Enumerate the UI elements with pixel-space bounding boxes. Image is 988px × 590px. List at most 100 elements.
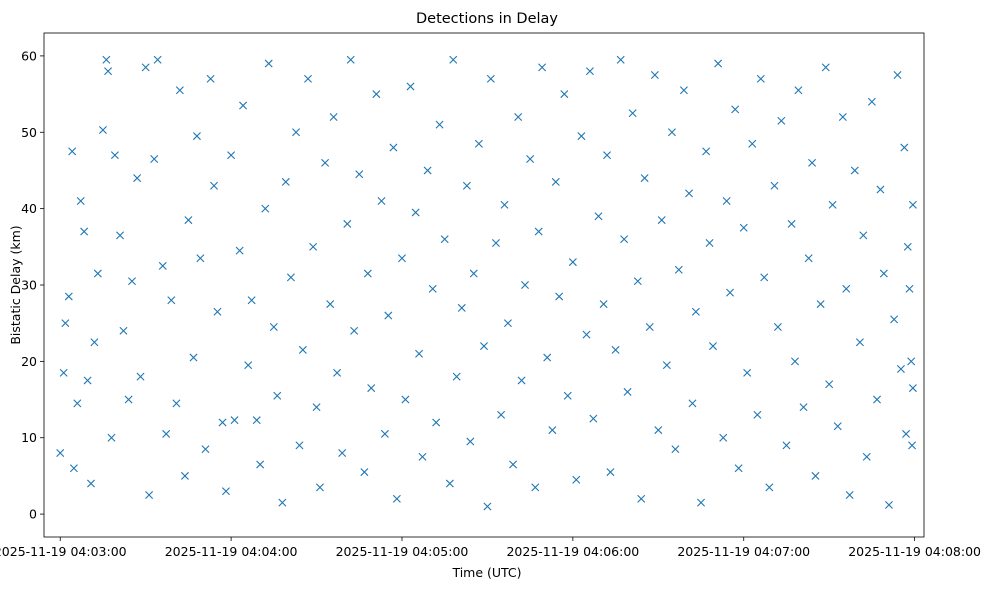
- x-tick-label: 2025-11-19 04:05:00: [336, 544, 469, 559]
- data-point: [418, 452, 427, 461]
- data-point: [756, 74, 765, 83]
- data-point: [531, 483, 540, 492]
- data-point: [491, 239, 500, 247]
- data-point: [671, 445, 680, 454]
- data-point: [172, 399, 181, 408]
- data-point: [87, 479, 95, 488]
- data-point: [876, 185, 885, 194]
- data-point: [104, 67, 113, 76]
- data-point: [110, 151, 119, 160]
- x-tick-label: 2025-11-19 04:08:00: [848, 544, 981, 559]
- y-tick-label: 0: [29, 507, 37, 522]
- data-point: [411, 208, 420, 217]
- data-point: [401, 395, 410, 404]
- data-point: [338, 449, 347, 457]
- data-point: [708, 342, 717, 351]
- data-point: [210, 181, 219, 190]
- data-point: [582, 330, 591, 339]
- data-point: [192, 132, 201, 141]
- data-point: [739, 223, 748, 232]
- data-point: [292, 128, 301, 137]
- data-point: [497, 410, 506, 419]
- data-point: [743, 368, 752, 377]
- x-axis-label: Time (UTC): [451, 565, 521, 580]
- data-point: [685, 189, 694, 198]
- data-point: [770, 181, 779, 190]
- data-point: [469, 269, 478, 278]
- data-point: [261, 204, 270, 213]
- data-point: [449, 55, 458, 64]
- data-point: [428, 284, 437, 293]
- data-point: [221, 487, 230, 496]
- y-tick-label: 60: [21, 48, 37, 63]
- data-point: [346, 55, 355, 64]
- x-tick-label: 2025-11-19 04:07:00: [677, 544, 810, 559]
- data-point: [521, 281, 529, 289]
- data-point: [691, 307, 700, 316]
- data-point: [568, 258, 577, 267]
- data-point: [804, 254, 813, 263]
- data-point: [637, 494, 646, 503]
- data-point: [534, 227, 543, 236]
- data-point: [136, 372, 145, 381]
- data-point: [599, 300, 608, 309]
- data-point: [896, 365, 905, 373]
- data-point: [80, 227, 89, 236]
- data-point: [367, 384, 376, 393]
- data-point: [833, 422, 842, 431]
- data-point: [406, 82, 415, 91]
- data-point: [697, 498, 705, 507]
- data-point: [645, 323, 654, 331]
- y-tick-label: 50: [21, 125, 37, 140]
- data-point: [162, 429, 171, 438]
- data-point: [350, 326, 359, 335]
- data-point: [688, 399, 697, 408]
- data-point: [462, 181, 471, 190]
- data-point: [355, 170, 364, 179]
- data-point: [392, 494, 401, 503]
- data-point: [654, 426, 663, 435]
- data-points: [56, 55, 917, 511]
- data-point: [167, 296, 176, 305]
- data-point: [594, 212, 603, 221]
- data-point: [384, 311, 393, 320]
- data-point: [760, 273, 769, 282]
- data-point: [180, 471, 189, 480]
- data-point: [679, 86, 688, 95]
- data-point: [563, 391, 572, 400]
- data-point: [799, 403, 808, 412]
- data-point: [158, 261, 167, 270]
- data-point: [252, 416, 261, 425]
- data-point: [753, 410, 762, 419]
- data-point: [281, 177, 290, 186]
- data-point: [777, 116, 786, 125]
- data-point: [902, 429, 911, 438]
- data-point: [213, 307, 222, 316]
- x-tick-label: 2025-11-19 04:06:00: [506, 544, 639, 559]
- data-point: [329, 113, 338, 121]
- data-point: [76, 197, 85, 205]
- data-point: [662, 361, 671, 370]
- data-point: [714, 59, 723, 68]
- data-point: [816, 300, 825, 309]
- data-point: [73, 399, 82, 408]
- data-point: [862, 452, 871, 461]
- data-point: [189, 353, 198, 362]
- data-point: [440, 235, 449, 244]
- data-point: [517, 376, 526, 385]
- data-point: [667, 128, 676, 137]
- data-point: [884, 500, 893, 509]
- data-point: [360, 468, 369, 477]
- chart-title: Detections in Delay: [416, 11, 558, 27]
- data-point: [486, 74, 495, 83]
- y-tick-label: 20: [21, 354, 37, 369]
- data-point: [64, 292, 73, 301]
- data-point: [380, 429, 389, 438]
- data-point: [230, 416, 239, 425]
- data-point: [432, 418, 441, 427]
- data-point: [326, 300, 335, 309]
- data-point: [377, 197, 386, 205]
- data-point: [748, 139, 757, 148]
- data-point: [548, 426, 557, 435]
